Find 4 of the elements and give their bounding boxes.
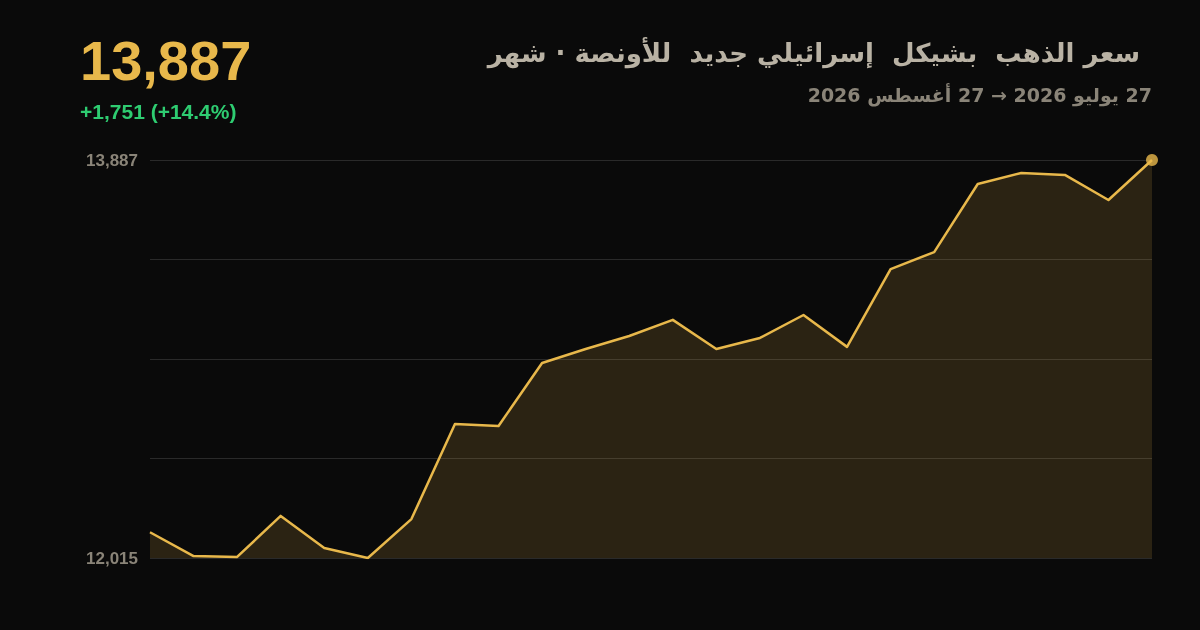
chart-title: سعر الذهب بشيكل إسرائيلي جديد للأونصة · شهر	[487, 38, 1140, 68]
y-tick-label: 12,015	[86, 548, 138, 568]
text: +1,751 (+14.4%)	[80, 100, 237, 124]
chart-subtitle: 27 يوليو 2026 → 27 أغسطس 2026	[807, 84, 1152, 106]
